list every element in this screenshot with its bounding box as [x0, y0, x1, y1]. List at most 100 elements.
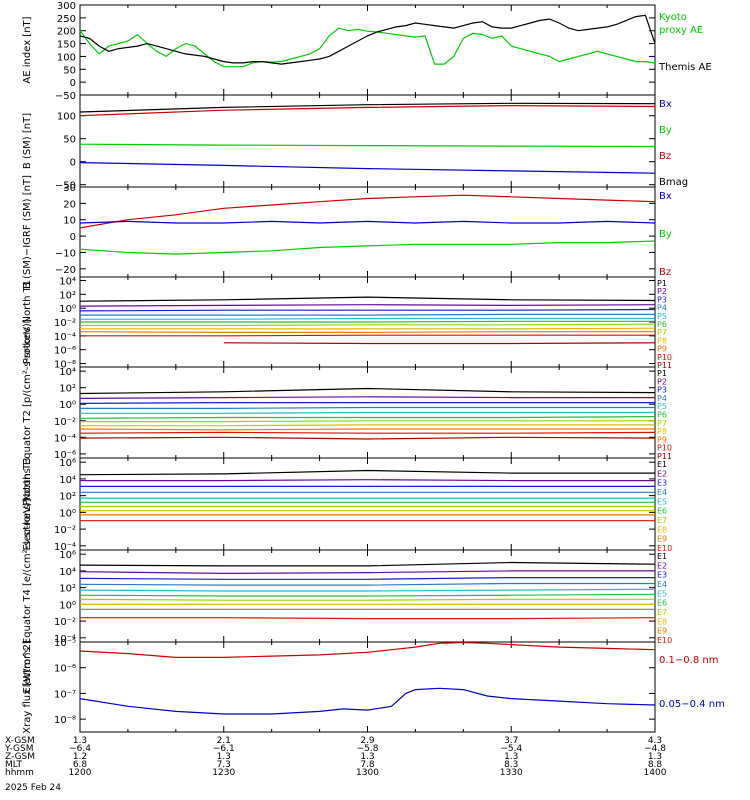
pequator-channel-label-2: P3: [657, 386, 667, 395]
xaxis-value: 1.2: [73, 752, 87, 762]
xaxis-row-label: hhmm: [5, 768, 34, 778]
xaxis-value: 8.8: [648, 760, 663, 770]
bsm-series-1: [79, 104, 656, 117]
xaxis-value: −5.8: [357, 744, 379, 754]
xray-frame: [79, 641, 656, 733]
enorth-channel-1: [80, 479, 655, 482]
eequator-channel-label-4: E5: [657, 589, 667, 598]
bdiff-legend-0: Bx: [659, 191, 672, 202]
bdiff-series-2: [79, 240, 656, 255]
ae-legend-line1: Kyoto: [659, 12, 687, 23]
pequator-channel-5: [79, 416, 656, 419]
pequator-channel-label-3: P4: [657, 394, 667, 403]
eequator-ytick-label: 10⁶: [59, 550, 76, 561]
xaxis-value: 2.1: [217, 736, 231, 746]
pnorth-ytick-label: 10⁻⁴: [54, 332, 76, 343]
ae-ytick-label: 150: [57, 40, 76, 51]
pequator-channel-8: [79, 428, 655, 431]
enorth-ytick-label: 10⁶: [59, 458, 76, 469]
pnorth-channel-2: [79, 308, 656, 312]
ae-ytick-label: 250: [57, 14, 76, 25]
pnorth-channel-10: [223, 342, 656, 345]
pnorth-channel-6: [80, 323, 656, 327]
eequator-channel-label-0: E1: [657, 552, 667, 561]
xaxis-value: 3.7: [504, 736, 518, 746]
enorth-ytick-label: 10⁴: [59, 475, 76, 486]
pequator-channel-0: [79, 387, 656, 395]
ae-legend-line2: proxy AE: [659, 25, 703, 36]
ae-ytick-label: 0: [70, 78, 76, 89]
eequator-ytick-label: 10²: [59, 584, 76, 595]
xaxis-value: 2.9: [360, 736, 375, 746]
xaxis-value: 7.8: [360, 760, 375, 770]
eequator-channel-4: [79, 588, 656, 592]
xaxis-row-label: Y-GSM: [4, 744, 33, 754]
eequator-channel-3: [79, 582, 655, 586]
pnorth-channel-8: [79, 331, 655, 333]
ae-series-1: [79, 14, 656, 65]
pnorth-channel-7: [80, 327, 656, 330]
eequator-channel-label-9: E10: [657, 636, 672, 645]
pequator-channel-9: [79, 431, 656, 434]
bdiff-series-1: [79, 220, 656, 224]
xaxis-value: −6.4: [69, 744, 91, 754]
pnorth-channel-label-10: P11: [657, 361, 672, 370]
xray-ytick-label: 10⁻⁵: [54, 638, 76, 649]
bdiff-ytick-label: −10: [55, 248, 76, 259]
pequator-channel-1: [79, 396, 655, 399]
pequator-channel-3: [80, 406, 655, 409]
pnorth-channel-1: [79, 304, 656, 307]
ae-ytick-label: −50: [55, 91, 76, 102]
xaxis-date: 2025 Feb 24: [5, 783, 61, 793]
xray-series-1: [79, 687, 656, 715]
pequator-ylabel: Protons Equator T2 [p/(cm²-s-sr-keV)]: [22, 319, 33, 506]
eequator-channel-label-2: E3: [657, 571, 667, 580]
pnorth-channel-9: [80, 334, 655, 337]
bsm-series-0: [79, 102, 656, 113]
xaxis-value: −6.1: [213, 744, 235, 754]
xaxis-value: 1.3: [217, 752, 231, 762]
pequator-channel-label-1: P2: [657, 377, 667, 386]
bsm-legend-0: Bx: [659, 99, 672, 110]
pequator-channel-label-7: P8: [657, 427, 667, 436]
ae-ytick-label: 200: [57, 27, 76, 38]
enorth-ytick-label: 10⁻⁴: [54, 542, 76, 553]
eequator-ytick-label: 10⁰: [59, 600, 76, 611]
bdiff-legend-2: Bz: [659, 267, 671, 278]
enorth-channel-label-2: E3: [657, 479, 667, 488]
eequator-channel-6: [79, 598, 655, 601]
xaxis-value: −5.4: [500, 744, 522, 754]
pnorth-channel-5: [80, 320, 655, 323]
xaxis-value: 1.3: [73, 736, 87, 746]
pnorth-channel-label-0: P1: [657, 279, 667, 288]
bdiff-legend-1: By: [659, 229, 672, 240]
bdiff-ylabel: B (SM)−IGRF (SM) [nT]: [22, 175, 33, 289]
enorth-channel-label-7: E8: [657, 525, 667, 534]
pnorth-channel-4: [80, 317, 655, 320]
pequator-ytick-label: 10²: [59, 384, 76, 395]
ae-ytick-label: 50: [63, 65, 76, 76]
bdiff-ytick-label: 0: [70, 232, 76, 243]
xaxis-value: 6.8: [73, 760, 88, 770]
pequator-ytick-label: 10⁻⁶: [54, 450, 76, 461]
enorth-ytick-label: 10⁰: [59, 508, 76, 519]
xaxis-value: 1200: [69, 768, 92, 778]
eequator-channel-label-8: E9: [657, 627, 667, 636]
bsm-ytick-label: 100: [57, 112, 76, 123]
xray-ytick-label: 10⁻⁶: [54, 664, 76, 675]
bsm-ylabel: B (SM) [nT]: [22, 113, 33, 169]
xray-ylabel: Xray flux [W/m^2]: [22, 640, 33, 734]
enorth-channel-label-4: E5: [657, 497, 667, 506]
xaxis-value: 4.3: [648, 736, 662, 746]
pequator-channel-label-0: P1: [657, 369, 667, 378]
xaxis-row-label: Z-GSM: [5, 752, 35, 762]
eequator-channel-label-6: E7: [657, 608, 667, 617]
xaxis-value: −4.8: [644, 744, 666, 754]
pequator-channel-label-10: P11: [657, 452, 672, 461]
pnorth-ytick-label: 10⁻⁶: [54, 346, 76, 357]
pnorth-ytick-label: 10⁻⁸: [54, 360, 76, 371]
eequator-channel-label-5: E6: [657, 599, 667, 608]
enorth-ytick-label: 10⁻²: [54, 525, 76, 536]
pnorth-channel-label-5: P6: [657, 320, 667, 329]
pequator-channel-2: [79, 402, 655, 404]
